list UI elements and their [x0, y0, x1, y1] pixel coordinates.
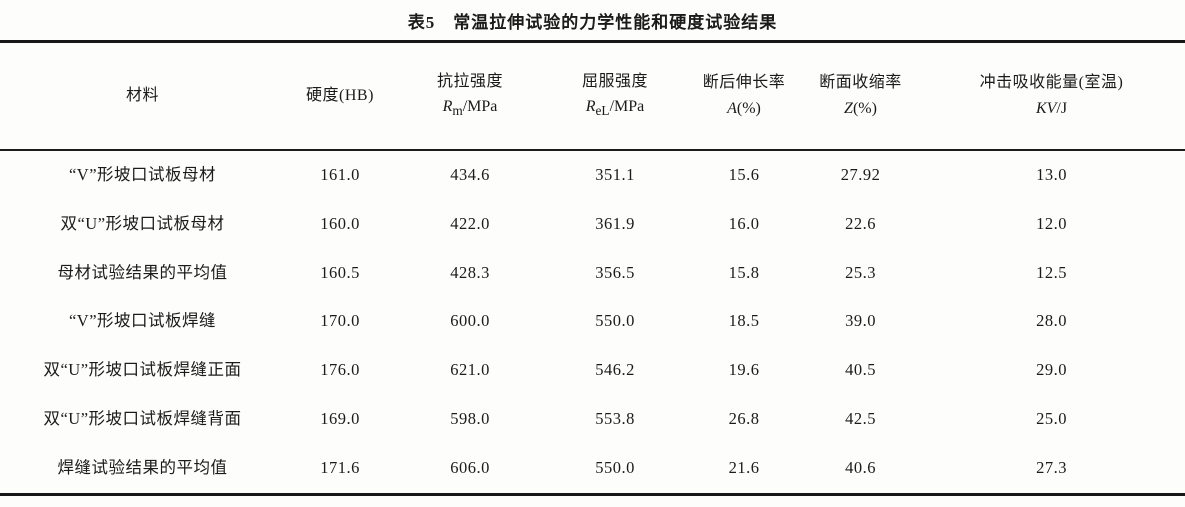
column-header-symbol-line: Z(%) — [803, 100, 918, 118]
cell-material: 双“U”形坡口试板焊缝背面 — [43, 408, 242, 428]
table-row: 焊缝试验结果的平均值 171.6 606.0 550.0 21.6 40.6 2… — [0, 444, 1185, 493]
cell-reduction-of-area: 27.92 — [840, 164, 881, 184]
column-header-elongation: 断后伸长率 A(%) — [685, 74, 803, 118]
cell-yield-strength: 351.1 — [595, 164, 635, 184]
column-header-label: 硬度(HB) — [306, 86, 374, 104]
column-header-symbol-line: Rm/MPa — [395, 98, 545, 119]
cell-impact-energy: 12.0 — [1036, 213, 1067, 233]
cell-yield-strength: 356.5 — [595, 262, 635, 282]
cell-impact-energy: 27.3 — [1036, 457, 1067, 477]
cell-hardness: 169.0 — [320, 408, 360, 428]
column-header-impact-energy: 冲击吸收能量(室温) KV/J — [918, 74, 1185, 118]
unit-mpa: /MPa — [462, 98, 498, 116]
cell-yield-strength: 550.0 — [595, 311, 635, 331]
cell-elongation: 26.8 — [728, 408, 760, 428]
cell-hardness: 170.0 — [320, 311, 360, 331]
table-title: 表5 常温拉伸试验的力学性能和硬度试验结果 — [407, 12, 778, 32]
symbol-rm-subscript: m — [452, 103, 463, 119]
symbol-rm: R — [442, 98, 453, 116]
cell-impact-energy: 28.0 — [1036, 311, 1067, 331]
cell-material: “V”形坡口试板母材 — [68, 164, 217, 184]
cell-elongation: 18.5 — [728, 311, 760, 331]
unit-joule: /J — [1056, 99, 1068, 117]
cell-elongation: 21.6 — [728, 457, 760, 477]
cell-impact-energy: 25.0 — [1036, 408, 1067, 428]
cell-material: “V”形坡口试板焊缝 — [68, 311, 217, 331]
cell-reduction-of-area: 40.6 — [845, 457, 876, 477]
cell-tensile-strength: 422.0 — [450, 213, 490, 233]
cell-elongation: 16.0 — [728, 213, 760, 233]
column-header-label: 冲击吸收能量(室温) — [979, 74, 1124, 92]
column-header-symbol-line: ReL/MPa — [545, 98, 685, 119]
cell-tensile-strength: 434.6 — [450, 164, 490, 184]
symbol-rel: R — [585, 98, 596, 116]
cell-reduction-of-area: 42.5 — [845, 408, 876, 428]
symbol-rel-subscript: eL — [595, 103, 610, 119]
column-header-label: 屈服强度 — [581, 73, 648, 91]
cell-tensile-strength: 428.3 — [450, 262, 490, 282]
column-header-symbol-line: KV/J — [918, 100, 1185, 118]
cell-reduction-of-area: 22.6 — [845, 213, 876, 233]
cell-hardness: 161.0 — [320, 164, 360, 184]
unit-percent: (%) — [852, 99, 877, 117]
column-header-tensile-strength: 抗拉强度 Rm/MPa — [395, 73, 545, 119]
cell-hardness: 160.5 — [320, 262, 360, 282]
cell-material: 双“U”形坡口试板母材 — [60, 213, 225, 233]
cell-yield-strength: 553.8 — [595, 408, 635, 428]
cell-yield-strength: 361.9 — [595, 213, 635, 233]
table-row: “V”形坡口试板母材 161.0 434.6 351.1 15.6 27.92 … — [0, 151, 1185, 200]
unit-mpa: /MPa — [609, 98, 645, 116]
results-table: 材料 硬度(HB) 抗拉强度 Rm/MPa 屈服强度 ReL/MPa 断后伸长率… — [0, 40, 1185, 496]
cell-tensile-strength: 621.0 — [450, 360, 490, 380]
column-header-symbol-line: A(%) — [685, 100, 803, 118]
cell-elongation: 19.6 — [728, 360, 760, 380]
cell-impact-energy: 13.0 — [1036, 164, 1067, 184]
cell-hardness: 160.0 — [320, 213, 360, 233]
cell-material: 焊缝试验结果的平均值 — [57, 457, 228, 477]
cell-hardness: 176.0 — [320, 360, 360, 380]
cell-reduction-of-area: 40.5 — [845, 360, 876, 380]
unit-percent: (%) — [736, 99, 761, 117]
cell-tensile-strength: 606.0 — [450, 457, 490, 477]
cell-material: 双“U”形坡口试板焊缝正面 — [43, 360, 242, 380]
symbol-z: Z — [844, 99, 853, 117]
table-header-row: 材料 硬度(HB) 抗拉强度 Rm/MPa 屈服强度 ReL/MPa 断后伸长率… — [0, 43, 1185, 151]
cell-yield-strength: 546.2 — [595, 360, 635, 380]
column-header-material: 材料 — [0, 87, 285, 105]
column-header-reduction-of-area: 断面收缩率 Z(%) — [803, 74, 918, 118]
table-row: 双“U”形坡口试板焊缝背面 169.0 598.0 553.8 26.8 42.… — [0, 395, 1185, 444]
symbol-kv: KV — [1035, 99, 1057, 117]
symbol-a: A — [727, 99, 737, 117]
cell-elongation: 15.8 — [728, 262, 760, 282]
cell-tensile-strength: 600.0 — [450, 311, 490, 331]
column-header-label: 断面收缩率 — [819, 74, 902, 92]
column-header-label: 材料 — [125, 86, 159, 104]
title-band: 表5 常温拉伸试验的力学性能和硬度试验结果 — [0, 0, 1185, 40]
cell-tensile-strength: 598.0 — [450, 408, 490, 428]
table-row: 双“U”形坡口试板焊缝正面 176.0 621.0 546.2 19.6 40.… — [0, 346, 1185, 395]
cell-hardness: 171.6 — [320, 457, 360, 477]
cell-elongation: 15.6 — [728, 164, 760, 184]
cell-impact-energy: 29.0 — [1036, 360, 1067, 380]
table-row: “V”形坡口试板焊缝 170.0 600.0 550.0 18.5 39.0 2… — [0, 297, 1185, 346]
column-header-hardness: 硬度(HB) — [285, 87, 395, 105]
table-row: 母材试验结果的平均值 160.5 428.3 356.5 15.8 25.3 1… — [0, 249, 1185, 298]
cell-impact-energy: 12.5 — [1036, 262, 1067, 282]
cell-reduction-of-area: 39.0 — [845, 311, 876, 331]
column-header-label: 断后伸长率 — [702, 74, 786, 92]
cell-yield-strength: 550.0 — [595, 457, 635, 477]
cell-material: 母材试验结果的平均值 — [57, 262, 228, 282]
column-header-label: 抗拉强度 — [436, 73, 503, 91]
column-header-yield-strength: 屈服强度 ReL/MPa — [545, 73, 685, 119]
cell-reduction-of-area: 25.3 — [845, 262, 876, 282]
table-row: 双“U”形坡口试板母材 160.0 422.0 361.9 16.0 22.6 … — [0, 200, 1185, 249]
